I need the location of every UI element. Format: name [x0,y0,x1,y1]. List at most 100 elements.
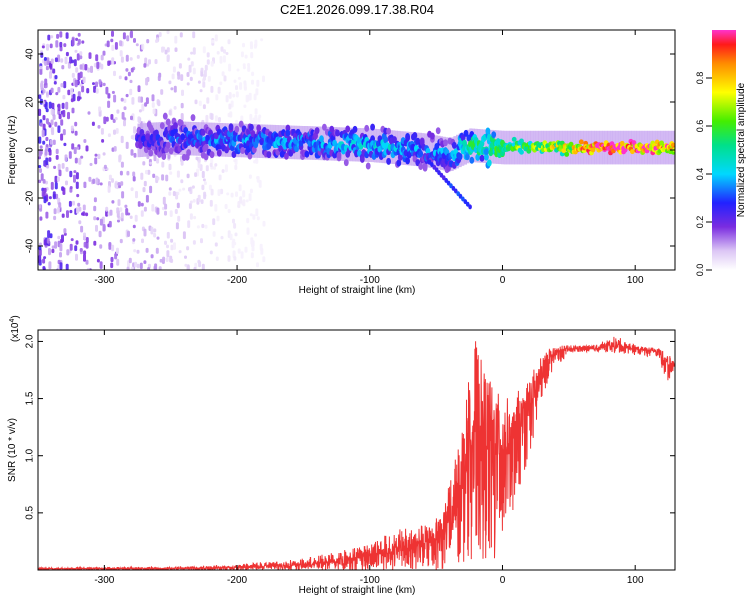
heatmap-noise-cell [91,121,95,126]
heatmap-noise-cell [42,101,46,105]
heatmap-noise-cell [132,224,136,229]
heatmap-noise-cell [46,57,50,66]
heatmap-noise-cell [56,207,60,214]
heatmap-noise-cell [137,96,141,103]
heatmap-noise-cell [124,204,128,208]
heatmap-noise-cell [103,164,107,169]
heatmap-noise-cell [143,260,147,264]
heatmap-noise-cell [75,181,79,189]
y-tick-label: 0 [25,147,36,153]
heatmap-noise-cell [235,91,239,98]
heatmap-noise-cell [73,59,77,67]
heatmap-noise-cell [43,256,47,260]
heatmap-noise-cell [113,94,117,103]
heatmap-noise-cell [180,113,184,121]
heatmap-noise-cell [233,159,237,163]
heatmap-noise-cell [212,218,216,226]
heatmap-noise-cell [180,102,184,109]
heatmap-noise-cell [182,231,186,240]
heatmap-noise-cell [228,92,232,99]
heatmap-signal-cell [240,147,246,154]
heatmap-signal-cell [412,132,418,139]
heatmap-noise-cell [135,43,139,47]
heatmap-noise-cell [119,40,123,47]
heatmap-noise-cell [73,174,76,183]
heatmap-noise-cell [49,62,53,70]
heatmap-noise-cell [166,244,169,249]
heatmap-noise-cell [230,100,234,108]
heatmap-noise-cell [156,236,160,240]
heatmap-noise-cell [49,43,53,49]
heatmap-noise-cell [252,214,256,220]
heatmap-signal-cell [460,134,466,142]
y-tick-label: -40 [25,238,36,253]
heatmap-noise-cell [46,165,50,169]
heatmap-noise-cell [51,102,55,109]
heatmap-noise-cell [178,63,182,69]
y-tick-label: 40 [25,48,36,60]
heatmap-noise-cell [118,154,122,161]
heatmap-noise-cell [50,58,54,64]
heatmap-noise-cell [45,180,48,185]
heatmap-signal-cell [165,141,171,149]
heatmap-noise-cell [100,54,104,61]
heatmap-noise-cell [120,97,124,102]
heatmap-noise-cell [89,162,93,166]
heatmap-noise-cell [150,254,154,259]
heatmap-noise-cell [99,218,103,226]
heatmap-noise-cell [247,63,251,68]
heatmap-noise-cell [93,62,97,68]
heatmap-noise-cell [59,243,63,252]
heatmap-noise-cell [99,244,103,249]
heatmap-noise-cell [242,190,246,198]
heatmap-noise-cell [249,113,253,121]
heatmap-noise-cell [87,67,91,73]
heatmap-noise-cell [136,263,140,269]
heatmap-noise-cell [223,75,227,82]
heatmap-noise-cell [69,170,73,178]
y-tick-label: 0.5 [25,505,36,519]
heatmap-noise-cell [83,250,87,255]
heatmap-noise-cell [107,100,111,108]
heatmap-noise-cell [52,114,56,120]
heatmap-noise-cell [246,217,250,224]
heatmap-noise-cell [76,207,79,214]
heatmap-noise-cell [180,158,184,166]
colorbar-tick-label: 0.6 [695,120,705,133]
heatmap-noise-cell [49,139,53,145]
heatmap-noise-cell [60,238,64,244]
heatmap-noise-cell [65,32,69,39]
heatmap-noise-cell [111,200,115,204]
heatmap-noise-cell [210,113,214,120]
heatmap-noise-cell [239,82,243,90]
heatmap-noise-cell [227,39,231,45]
heatmap-noise-cell [60,58,64,63]
heatmap-signal-cell [322,123,327,131]
heatmap-noise-cell [171,73,175,80]
heatmap-noise-cell [76,53,80,61]
heatmap-noise-cell [210,157,214,164]
heatmap-noise-cell [120,135,124,144]
heatmap-noise-cell [130,187,134,192]
heatmap-noise-cell [95,88,99,94]
heatmap-noise-cell [243,82,247,90]
heatmap-noise-cell [167,154,171,159]
heatmap-noise-cell [220,46,224,52]
heatmap-noise-cell [206,97,210,104]
heatmap-noise-cell [74,245,78,252]
heatmap-signal-cell [256,124,262,132]
heatmap-noise-cell [134,214,138,222]
heatmap-noise-cell [123,106,127,111]
heatmap-noise-cell [186,264,190,270]
heatmap-noise-cell [55,40,59,48]
heatmap-noise-cell [82,76,86,84]
heatmap-noise-cell [156,176,160,181]
heatmap-noise-cell [162,196,166,205]
heatmap-noise-cell [59,46,63,52]
heatmap-noise-cell [77,80,80,85]
heatmap-signal-cell [304,150,310,158]
heatmap-noise-cell [223,49,226,54]
heatmap-noise-cell [57,163,61,171]
heatmap-noise-cell [43,57,47,61]
heatmap-noise-cell [233,256,237,261]
